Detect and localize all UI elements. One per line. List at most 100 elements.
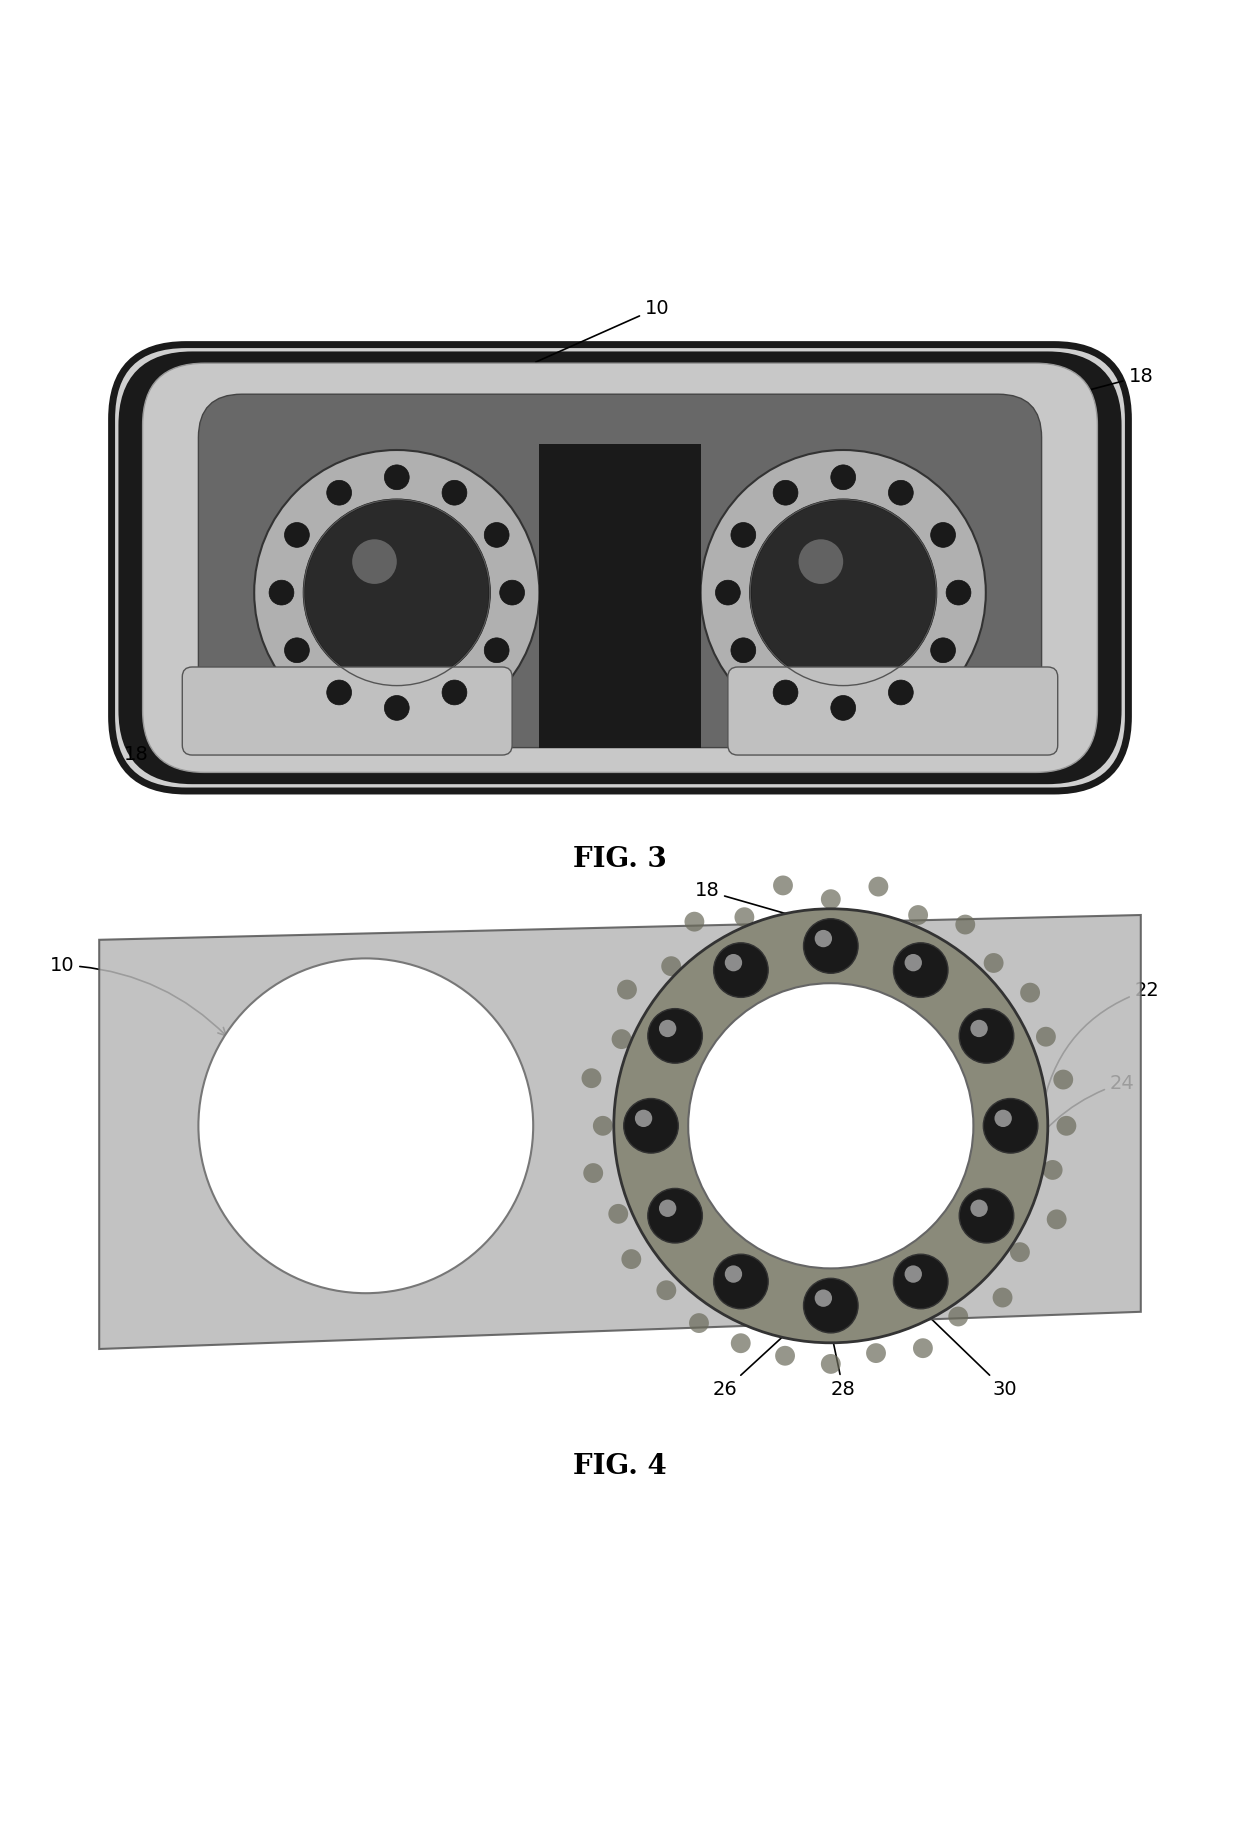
- Circle shape: [352, 540, 397, 584]
- Circle shape: [618, 979, 637, 999]
- Circle shape: [773, 875, 792, 895]
- Circle shape: [1043, 1160, 1063, 1180]
- Circle shape: [804, 919, 858, 974]
- Circle shape: [609, 1204, 629, 1224]
- Circle shape: [888, 479, 913, 505]
- FancyBboxPatch shape: [112, 344, 1128, 791]
- Circle shape: [713, 1254, 768, 1308]
- Circle shape: [715, 580, 740, 606]
- Circle shape: [1021, 983, 1040, 1003]
- Circle shape: [485, 639, 510, 662]
- Polygon shape: [539, 445, 701, 748]
- Text: 30: 30: [920, 1307, 1017, 1398]
- Circle shape: [949, 1307, 968, 1327]
- Circle shape: [821, 889, 841, 910]
- Circle shape: [931, 523, 956, 547]
- Circle shape: [688, 983, 973, 1268]
- Circle shape: [441, 681, 466, 705]
- Circle shape: [893, 942, 949, 997]
- Circle shape: [775, 1345, 795, 1365]
- Circle shape: [269, 580, 294, 606]
- Circle shape: [441, 479, 466, 505]
- Text: 18: 18: [124, 694, 215, 763]
- Circle shape: [971, 1200, 988, 1217]
- Circle shape: [868, 877, 888, 897]
- Circle shape: [908, 906, 928, 924]
- Circle shape: [724, 1265, 742, 1283]
- Text: 18: 18: [982, 366, 1153, 419]
- Circle shape: [593, 1116, 613, 1136]
- Text: 10: 10: [50, 955, 226, 1036]
- Text: 22: 22: [1042, 981, 1159, 1111]
- Circle shape: [614, 910, 1048, 1343]
- Circle shape: [624, 1098, 678, 1153]
- Text: 18: 18: [694, 882, 807, 922]
- Circle shape: [635, 1109, 652, 1127]
- Text: 26: 26: [713, 1329, 791, 1398]
- Circle shape: [983, 1098, 1038, 1153]
- Circle shape: [327, 479, 352, 505]
- Circle shape: [582, 1069, 601, 1089]
- Circle shape: [658, 1200, 676, 1217]
- Text: FIG. 3: FIG. 3: [573, 845, 667, 873]
- Circle shape: [946, 580, 971, 606]
- Text: 28: 28: [831, 1332, 856, 1398]
- Circle shape: [730, 523, 755, 547]
- Text: 24: 24: [1018, 1074, 1135, 1168]
- Circle shape: [485, 523, 510, 547]
- Circle shape: [661, 957, 681, 975]
- Circle shape: [774, 681, 799, 705]
- Circle shape: [774, 479, 799, 505]
- Circle shape: [583, 1164, 603, 1182]
- Circle shape: [983, 953, 1003, 974]
- Circle shape: [831, 695, 856, 721]
- Circle shape: [621, 1250, 641, 1268]
- Circle shape: [913, 1338, 932, 1358]
- Circle shape: [994, 1109, 1012, 1127]
- FancyBboxPatch shape: [143, 362, 1097, 772]
- Circle shape: [1035, 1027, 1055, 1047]
- Circle shape: [1047, 1210, 1066, 1230]
- Circle shape: [960, 1188, 1014, 1243]
- Circle shape: [1056, 1116, 1076, 1136]
- Circle shape: [821, 1354, 841, 1374]
- Circle shape: [714, 942, 769, 997]
- FancyBboxPatch shape: [124, 357, 1116, 778]
- Circle shape: [971, 1019, 988, 1038]
- Circle shape: [284, 523, 309, 547]
- Circle shape: [750, 500, 936, 686]
- Circle shape: [384, 465, 409, 490]
- Circle shape: [658, 1019, 676, 1038]
- Circle shape: [284, 639, 309, 662]
- Circle shape: [955, 915, 975, 935]
- Circle shape: [799, 540, 843, 584]
- Text: 10: 10: [536, 298, 670, 362]
- Circle shape: [647, 1188, 702, 1243]
- Circle shape: [992, 1288, 1012, 1307]
- Circle shape: [730, 1334, 750, 1352]
- Circle shape: [384, 695, 409, 721]
- Circle shape: [500, 580, 525, 606]
- Polygon shape: [99, 915, 1141, 1349]
- FancyBboxPatch shape: [182, 666, 512, 756]
- Circle shape: [1011, 1243, 1030, 1263]
- Circle shape: [888, 681, 913, 705]
- FancyBboxPatch shape: [198, 393, 1042, 748]
- Circle shape: [730, 639, 755, 662]
- Circle shape: [931, 639, 956, 662]
- Circle shape: [663, 959, 998, 1294]
- Circle shape: [656, 1281, 676, 1299]
- Circle shape: [304, 500, 490, 686]
- Circle shape: [804, 1279, 858, 1332]
- Circle shape: [905, 1265, 923, 1283]
- Circle shape: [734, 908, 754, 928]
- Circle shape: [815, 930, 832, 948]
- FancyBboxPatch shape: [728, 666, 1058, 756]
- Circle shape: [960, 1008, 1014, 1063]
- Circle shape: [815, 1290, 832, 1307]
- Circle shape: [254, 450, 539, 736]
- Circle shape: [647, 1008, 702, 1063]
- Circle shape: [684, 911, 704, 931]
- Text: FIG. 4: FIG. 4: [573, 1453, 667, 1480]
- Circle shape: [866, 1343, 885, 1363]
